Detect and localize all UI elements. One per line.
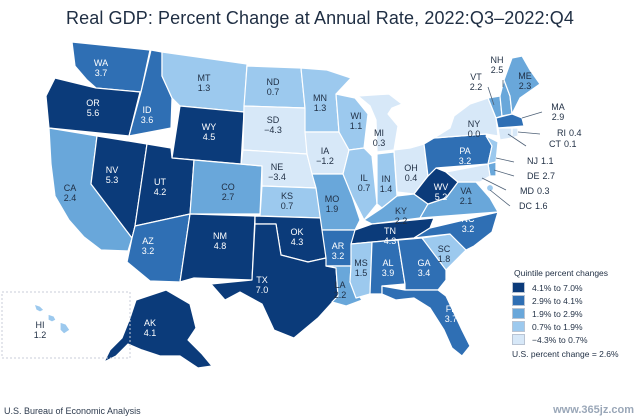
- state-shape-ny[interactable]: [433, 97, 499, 139]
- state-shape-fl[interactable]: [381, 285, 471, 357]
- legend-row: 4.1% to 7.0%: [512, 281, 636, 294]
- legend-row: 2.9% to 4.1%: [512, 294, 636, 307]
- state-shape-ks[interactable]: [259, 185, 323, 219]
- callout-lines: [481, 80, 543, 207]
- state-shape-mi[interactable]: [357, 93, 403, 153]
- state-shape-nm[interactable]: [179, 213, 256, 283]
- callout-line-ct: [507, 133, 527, 147]
- callout-line-ma: [521, 111, 543, 119]
- state-shape-mt[interactable]: [161, 51, 248, 113]
- state-shape-co[interactable]: [189, 159, 263, 215]
- legend-row: 0.7% to 1.9%: [512, 320, 636, 333]
- map-legend: Quintile percent changes 4.1% to 7.0% 2.…: [512, 268, 636, 359]
- state-shape-ma[interactable]: [495, 113, 525, 129]
- legend-swatch: [512, 295, 525, 306]
- state-shape-sd[interactable]: [242, 105, 308, 155]
- legend-swatch: [512, 321, 525, 332]
- state-shape-ak[interactable]: [103, 289, 213, 369]
- state-shape-ar[interactable]: [321, 229, 356, 267]
- callout-line-vt: [487, 86, 495, 106]
- legend-label: 0.7% to 1.9%: [532, 321, 583, 332]
- state-shape-dc[interactable]: [485, 183, 495, 193]
- legend-swatch: [512, 308, 525, 319]
- states-layer: [33, 41, 541, 369]
- state-shape-ms[interactable]: [349, 241, 373, 299]
- legend-swatch: [512, 282, 525, 293]
- callout-line-nj: [495, 157, 515, 163]
- legend-label: 2.9% to 4.1%: [532, 295, 583, 306]
- state-shape-hi[interactable]: [33, 303, 71, 335]
- state-shape-ri[interactable]: [511, 127, 519, 139]
- callout-line-de: [493, 169, 515, 177]
- callout-line-ri: [517, 131, 541, 135]
- state-shape-nd[interactable]: [243, 65, 306, 109]
- state-shape-il[interactable]: [342, 147, 378, 221]
- state-shape-ct[interactable]: [497, 127, 513, 141]
- state-shape-nc[interactable]: [413, 211, 499, 251]
- watermark-text: www.365jz.com: [553, 404, 634, 416]
- legend-swatch: [512, 334, 525, 345]
- state-shape-wy[interactable]: [171, 105, 245, 165]
- state-shape-md[interactable]: [445, 163, 491, 183]
- state-shape-tx[interactable]: [210, 223, 339, 339]
- legend-row: −4.3% to 0.7%: [512, 333, 636, 346]
- callout-line-md: [481, 177, 507, 191]
- map-title: Real GDP: Percent Change at Annual Rate,…: [66, 8, 574, 28]
- legend-row: 1.9% to 2.9%: [512, 307, 636, 320]
- legend-label: −4.3% to 0.7%: [532, 334, 588, 345]
- source-credit: U.S. Bureau of Economic Analysis: [4, 406, 141, 416]
- us-percent-change-note: U.S. percent change = 2.6%: [512, 349, 619, 359]
- legend-label: 4.1% to 7.0%: [532, 282, 583, 293]
- state-shape-me[interactable]: [503, 55, 541, 115]
- legend-title: Quintile percent changes: [514, 268, 609, 278]
- alaska-hawaii-inset-frame: [1, 291, 131, 359]
- callout-line-dc: [489, 189, 511, 207]
- legend-label: 1.9% to 2.9%: [532, 308, 583, 319]
